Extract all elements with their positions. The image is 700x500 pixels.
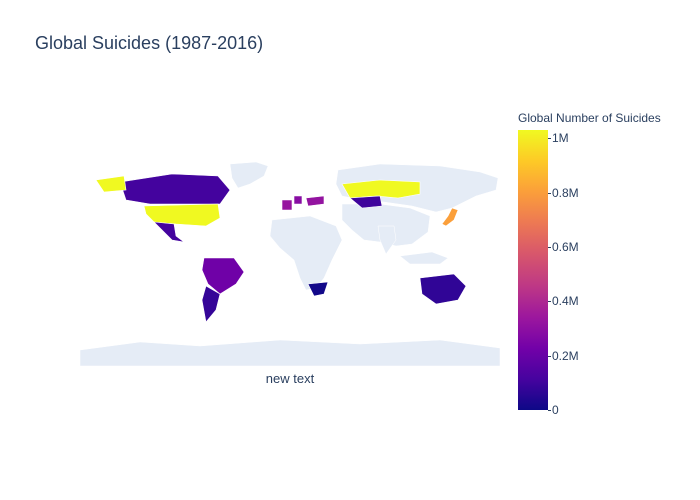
colorbar-title: Global Number of Suicides (518, 111, 661, 125)
data-countries (95, 173, 467, 323)
region-ukraine[interactable] (305, 195, 325, 207)
region-argentina[interactable] (201, 285, 221, 323)
map-caption: new text (265, 371, 315, 386)
antarctica (79, 339, 501, 367)
region-japan[interactable] (441, 207, 459, 227)
colorbar-tick: 0.2M (548, 348, 579, 363)
colorbar-tick: 0.6M (548, 239, 579, 254)
africa (269, 215, 343, 291)
region-australia[interactable] (419, 273, 467, 305)
greenland (229, 161, 269, 189)
region-united-states[interactable] (95, 175, 221, 227)
region-france[interactable] (281, 199, 293, 211)
colorbar-tick: 0 (548, 403, 559, 417)
colorbar-tick: 1M (548, 131, 569, 146)
india (377, 225, 397, 255)
colorbar-tick: 0.4M (548, 294, 579, 309)
region-germany[interactable] (293, 195, 303, 205)
region-south-africa[interactable] (307, 281, 329, 297)
colorbar-tick: 0.8M (548, 185, 579, 200)
region-kazakhstan[interactable] (349, 195, 383, 209)
indonesia (399, 251, 449, 265)
region-canada[interactable] (119, 173, 231, 205)
region-brazil[interactable] (201, 257, 245, 295)
region-mexico[interactable] (153, 221, 185, 243)
china-mideast (341, 203, 431, 247)
no-data-land (79, 161, 501, 367)
region-russia[interactable] (341, 179, 421, 199)
colorbar (518, 130, 548, 410)
chart-title: Global Suicides (1987-2016) (35, 33, 264, 53)
choropleth-map[interactable] (79, 160, 501, 367)
world-map-svg (79, 161, 501, 367)
